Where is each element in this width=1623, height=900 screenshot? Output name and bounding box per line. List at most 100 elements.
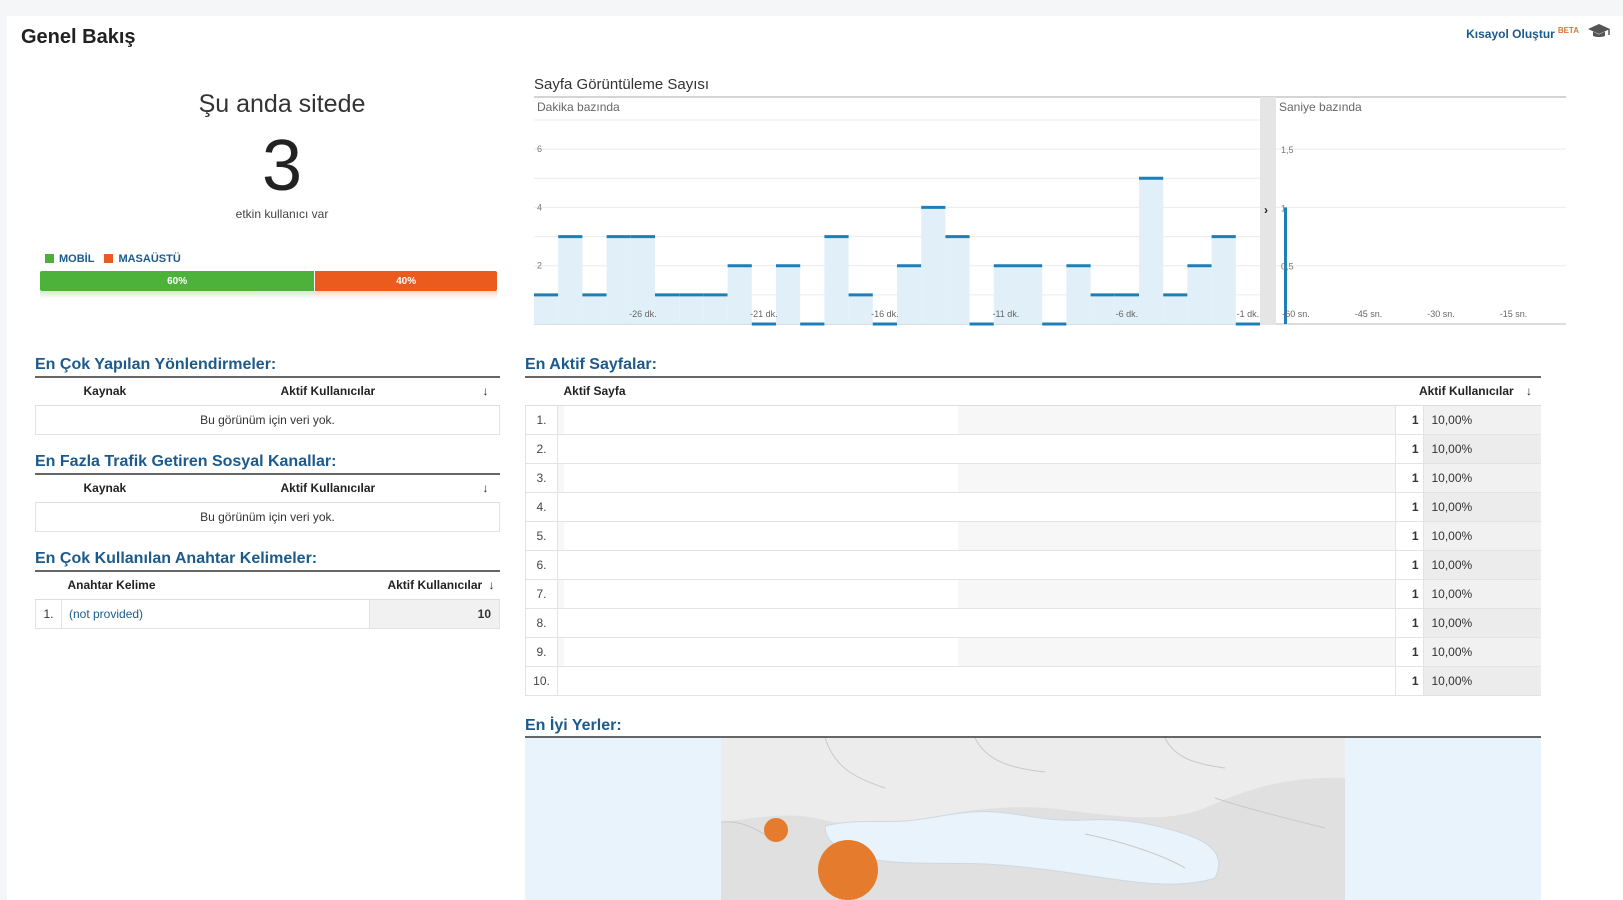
location-marker[interactable] [764,818,788,842]
active-page-link[interactable] [557,666,1396,696]
active-pages-col-page[interactable]: Aktif Sayfa [525,378,1395,406]
active-page-link[interactable] [557,550,1396,580]
location-marker[interactable] [818,840,878,900]
device-split-shadow [40,291,497,299]
sort-arrow-icon[interactable]: ↓ [479,475,500,503]
active-page-link[interactable] [557,405,1396,435]
minute-bar [1114,294,1139,324]
referrals-table: Kaynak Aktif Kullanıcılar ↓ Bu görünüm i… [35,376,500,435]
graduation-cap-icon[interactable] [1587,22,1611,40]
active-page-row[interactable]: 10. 1 10,00% [525,666,1541,696]
active-page-row[interactable]: 3. 1 10,00% [525,463,1541,493]
shortcut-label[interactable]: Kısayol Oluştur [1466,27,1555,41]
active-page-row[interactable]: 1. 1 10,00% [525,405,1541,435]
legend-mobile: MOBİL [45,253,94,265]
x-tick-label: -21 dk. [750,309,778,319]
active-page-count: 1 [1395,463,1424,493]
active-page-link[interactable] [557,521,1396,551]
desktop-swatch [104,254,114,263]
keywords-col-keyword[interactable]: Anahtar Kelime [35,572,370,600]
active-page-percent: 10,00% [1423,608,1541,638]
legend-desktop-label: MASAÜSTÜ [118,253,181,265]
y-tick-label: 1,5 [1281,145,1294,155]
active-page-index: 7. [525,579,558,609]
active-page-row[interactable]: 5. 1 10,00% [525,521,1541,551]
sort-arrow-icon[interactable]: ↓ [1526,384,1532,399]
locations-title: En İyi Yerler: [525,717,622,734]
active-page-link[interactable] [557,463,1396,493]
create-shortcut-link[interactable]: Kısayol Oluştur BETA [1466,26,1579,41]
keyword-link-label[interactable]: (not provided) [69,606,144,621]
redacted-page-path [564,463,958,492]
active-page-link[interactable] [557,492,1396,522]
locations-map[interactable] [525,738,1541,900]
active-page-index: 2. [525,434,558,464]
active-page-row[interactable]: 6. 1 10,00% [525,550,1541,580]
redacted-page-path [564,434,958,463]
overview-page: Genel Bakış Kısayol Oluştur BETA Şu anda … [7,16,1623,900]
x-tick-label: -1 dk. [1237,309,1260,319]
active-page-index: 1. [525,405,558,435]
second-bar [1284,207,1287,324]
active-pages-col-users-label[interactable]: Aktif Kullanıcılar [1418,384,1514,399]
minute-bar [848,294,873,324]
active-page-index: 4. [525,492,558,522]
active-page-row[interactable]: 8. 1 10,00% [525,608,1541,638]
active-page-link[interactable] [557,434,1396,464]
keywords-col-users-label[interactable]: Aktif Kullanıcılar [387,578,483,593]
panel-toggle[interactable] [1260,97,1276,325]
social-col-users-label[interactable]: Aktif Kullanıcılar [280,481,376,496]
referrals-col-users-label[interactable]: Aktif Kullanıcılar [280,384,376,399]
referrals-col-users[interactable]: Aktif Kullanıcılar [280,378,480,406]
active-pages-title: En Aktif Sayfalar: [525,356,657,373]
minute-bar [897,265,922,324]
referrals-empty: Bu görünüm için veri yok. [35,405,500,435]
active-page-row[interactable]: 9. 1 10,00% [525,637,1541,667]
minute-bar [1090,294,1115,324]
active-page-count: 1 [1395,579,1424,609]
second-panel-label: Saniye bazında [1279,100,1362,114]
keyword-link[interactable]: (not provided) [61,599,370,629]
keywords-table: Anahtar Kelime Aktif Kullanıcılar ↓ 1. (… [35,570,500,629]
referrals-col-source[interactable]: Kaynak [35,378,281,406]
sort-arrow-icon[interactable]: ↓ [479,378,500,406]
y-tick-label: 4 [537,202,542,212]
active-page-link[interactable] [557,637,1396,667]
x-tick-label: -60 sn. [1282,309,1310,319]
active-page-row[interactable]: 2. 1 10,00% [525,434,1541,464]
y-tick-label: 0,5 [1281,262,1294,272]
redacted-page-path [564,579,958,608]
x-tick-label: -26 dk. [629,309,657,319]
mobile-swatch [45,254,54,263]
desktop-shadow [314,291,497,299]
active-page-row[interactable]: 7. 1 10,00% [525,579,1541,609]
active-page-count: 1 [1395,608,1424,638]
sort-arrow-icon[interactable]: ↓ [488,578,495,593]
x-tick-label: -30 sn. [1427,309,1455,319]
beta-badge: BETA [1557,26,1579,35]
locations-divider [525,736,1541,738]
active-pages-col-users[interactable]: Aktif Kullanıcılar ↓ [1395,378,1541,406]
x-tick-label: -16 dk. [871,309,899,319]
social-col-source[interactable]: Kaynak [35,475,281,503]
active-page-index: 3. [525,463,558,493]
active-page-link[interactable] [557,579,1396,609]
active-page-percent: 10,00% [1423,434,1541,464]
keywords-col-users[interactable]: Aktif Kullanıcılar ↓ [369,572,500,600]
referrals-title: En Çok Yapılan Yönlendirmeler: [35,356,277,373]
x-tick-label: -11 dk. [992,309,1019,319]
social-col-users[interactable]: Aktif Kullanıcılar [280,475,480,503]
social-empty: Bu görünüm için veri yok. [35,502,500,532]
minute-bar [921,207,946,324]
active-now-subtitle: etkin kullanıcı var [235,207,329,221]
mobile-shadow [40,291,315,299]
mobile-share-segment: 60% [40,271,315,291]
active-page-count: 1 [1395,521,1424,551]
minute-bar [703,294,728,324]
active-page-percent: 10,00% [1423,579,1541,609]
active-page-row[interactable]: 4. 1 10,00% [525,492,1541,522]
x-tick-label: -15 sn. [1500,309,1528,319]
expand-chevron-icon[interactable]: › [1264,203,1268,217]
active-page-link[interactable] [557,608,1396,638]
minute-bar [606,236,631,324]
